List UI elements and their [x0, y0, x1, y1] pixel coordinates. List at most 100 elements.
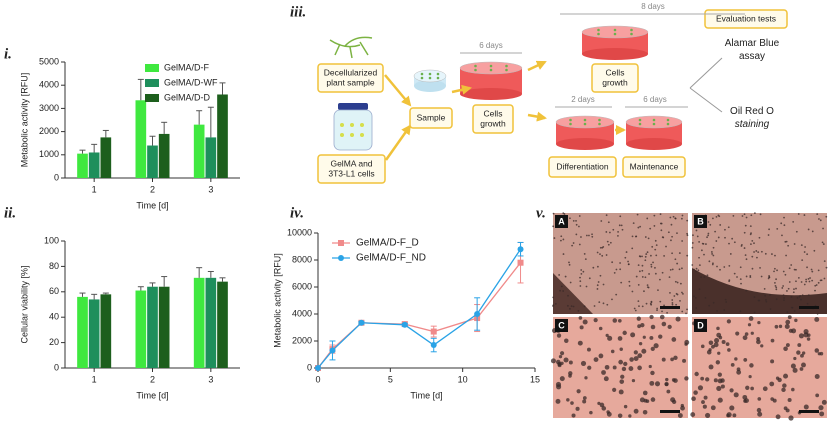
cell [773, 267, 776, 270]
cell [642, 409, 648, 415]
node-label: assay [739, 51, 765, 62]
cell [744, 332, 749, 336]
x-tick-label: 15 [530, 374, 540, 384]
error-bar [79, 149, 86, 154]
dish-bottom [460, 88, 522, 100]
cell [638, 341, 643, 346]
cell [579, 325, 584, 330]
cell [677, 413, 683, 418]
cell [753, 251, 755, 253]
cell [580, 360, 587, 367]
cell [598, 326, 603, 331]
cell [811, 230, 814, 233]
cell [646, 217, 649, 220]
cell [624, 256, 627, 259]
cell [772, 398, 777, 403]
cell [628, 366, 634, 371]
cell [774, 284, 777, 287]
cell [769, 381, 775, 387]
cell [733, 392, 739, 398]
y-tick-label: 0 [307, 362, 312, 372]
cell [578, 225, 580, 228]
bar [217, 94, 228, 178]
x-tick-label: 2 [150, 374, 155, 384]
cell [714, 230, 717, 233]
node-label: Cells [484, 108, 503, 118]
cell [661, 310, 663, 313]
cell [552, 304, 555, 307]
cell [657, 289, 659, 292]
cell [554, 303, 557, 305]
cell [735, 331, 740, 336]
cell [693, 295, 695, 298]
cell [663, 255, 665, 257]
cell [792, 291, 795, 294]
cell [654, 266, 656, 269]
cell [641, 255, 643, 258]
cell [701, 242, 704, 245]
marker [517, 246, 524, 253]
cell [745, 289, 748, 292]
cell [704, 296, 707, 299]
cell [671, 337, 677, 342]
cell [627, 263, 630, 266]
cell [685, 312, 687, 315]
cell [659, 314, 665, 320]
node-label: Cells [606, 67, 625, 77]
cell [759, 213, 762, 216]
cell [725, 342, 730, 346]
cell [786, 290, 788, 292]
cell [670, 239, 672, 242]
tissue-shadow [553, 273, 593, 314]
cell [569, 281, 572, 284]
marker [430, 328, 437, 335]
cell [619, 262, 621, 264]
cell [686, 232, 689, 235]
node-label: GelMA and [330, 158, 372, 168]
cell [787, 315, 792, 320]
jar [333, 109, 373, 151]
node-label: Oil Red O [730, 106, 774, 117]
cell [793, 243, 796, 245]
cell [757, 251, 760, 253]
cell [641, 264, 644, 267]
cell [556, 333, 562, 338]
bar [193, 124, 205, 178]
cell [596, 288, 599, 290]
dish-top [555, 115, 615, 129]
cell [577, 309, 580, 312]
cell [814, 348, 820, 353]
cell [686, 254, 689, 257]
cell [575, 406, 580, 411]
cell [599, 253, 601, 256]
letter-bg [694, 319, 707, 332]
cell [727, 226, 730, 229]
cell [750, 243, 752, 246]
cell [611, 298, 613, 301]
error-bar [161, 276, 168, 287]
cell [729, 253, 732, 255]
cell [670, 357, 674, 362]
cell [706, 236, 708, 239]
cell [751, 255, 754, 258]
legend-swatch [145, 64, 159, 72]
cell [654, 239, 657, 242]
cell [773, 270, 775, 273]
cell [661, 321, 667, 327]
letter-bg [555, 215, 568, 228]
y-axis-label: Metabolic activity [RFU] [19, 73, 29, 168]
cell [691, 246, 694, 249]
cell [708, 304, 711, 307]
cell [658, 334, 663, 339]
cell [604, 364, 610, 370]
cell [618, 389, 624, 395]
cell [649, 314, 654, 320]
node-label: Evaluation tests [716, 13, 776, 23]
cell [592, 266, 595, 269]
cell [674, 217, 677, 220]
legend-marker [338, 255, 344, 261]
legend-swatch [145, 79, 159, 87]
cell [715, 240, 718, 242]
cell [790, 363, 796, 369]
cell [788, 267, 791, 270]
